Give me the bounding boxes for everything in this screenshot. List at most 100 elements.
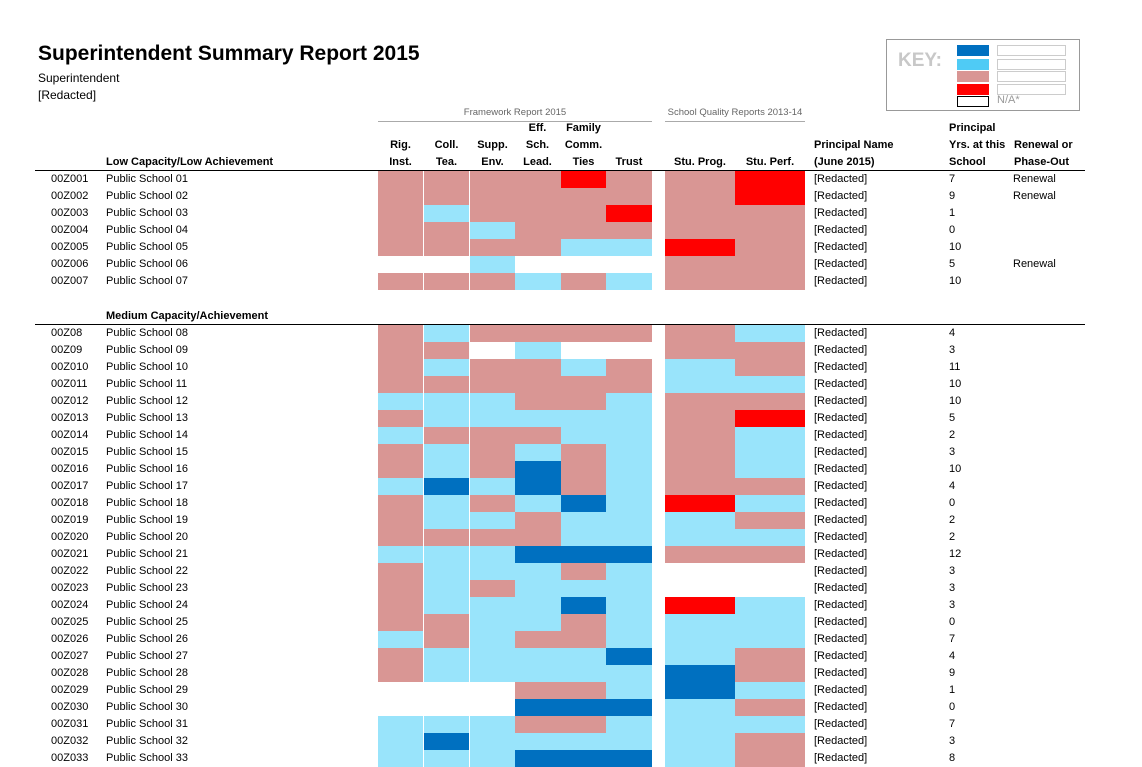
rating-cell-supp-env [470, 699, 515, 716]
rating-cell-family-comm-ties [561, 631, 606, 648]
superintendent-name: [Redacted] [38, 88, 97, 102]
rating-cell-supp-env [470, 750, 515, 767]
rating-cell-stu-perf [735, 529, 805, 546]
rating-cell-trust [606, 393, 652, 410]
rating-cell-rig-inst [378, 325, 423, 342]
school-name: Public School 16 [106, 463, 188, 475]
table-row: 00Z001 Public School 01 [Redacted] 7 Renewal [0, 171, 1142, 188]
school-name: Public School 28 [106, 667, 188, 679]
rating-cell-family-comm-ties [561, 716, 606, 733]
col-header-principal-name: Principal Name (June 2015) [814, 139, 894, 168]
rating-cell-eff-sch-lead [515, 410, 561, 427]
rating-cell-trust [606, 325, 652, 342]
rating-cell-coll-tea [424, 171, 469, 188]
rating-cell-family-comm-ties [561, 325, 606, 342]
rating-cell-stu-perf [735, 563, 805, 580]
principal-years: 4 [949, 650, 956, 662]
rating-cell-coll-tea [424, 359, 469, 376]
rating-cell-coll-tea [424, 733, 469, 750]
rating-cell-eff-sch-lead [515, 597, 561, 614]
rating-cell-stu-perf [735, 273, 805, 290]
rating-cell-stu-prog [665, 546, 735, 563]
rating-cell-stu-prog [665, 478, 735, 495]
rating-cell-eff-sch-lead [515, 733, 561, 750]
rating-cell-supp-env [470, 444, 515, 461]
principal-years: 2 [949, 429, 956, 441]
rating-cell-coll-tea [424, 495, 469, 512]
rating-cell-trust [606, 546, 652, 563]
table-row: 00Z019 Public School 19 [Redacted] 2 [0, 512, 1142, 529]
rating-cell-stu-prog [665, 529, 735, 546]
principal-years: 4 [949, 327, 956, 339]
rating-cell-rig-inst [378, 648, 423, 665]
col-header-supp-env: Supp. Env. [477, 139, 508, 168]
col-header-eff-sch-lead: Eff. Sch. Lead. [523, 122, 552, 168]
rating-cell-trust [606, 256, 652, 273]
rating-cell-family-comm-ties [561, 529, 606, 546]
school-code: 00Z08 [51, 327, 83, 339]
rating-cell-trust [606, 427, 652, 444]
school-name: Public School 11 [106, 378, 188, 390]
rating-cell-coll-tea [424, 393, 469, 410]
table-row: 00Z026 Public School 26 [Redacted] 7 [0, 631, 1142, 648]
rating-cell-supp-env [470, 410, 515, 427]
rating-cell-rig-inst [378, 222, 423, 239]
principal-name: [Redacted] [814, 497, 868, 509]
rating-cell-coll-tea [424, 239, 469, 256]
rating-cell-eff-sch-lead [515, 342, 561, 359]
rating-cell-supp-env [470, 478, 515, 495]
rating-cell-supp-env [470, 682, 515, 699]
renewal-status: Renewal [1013, 173, 1056, 185]
rating-cell-rig-inst [378, 427, 423, 444]
principal-years: 2 [949, 514, 956, 526]
rating-cell-trust [606, 682, 652, 699]
rating-cell-trust [606, 614, 652, 631]
rating-cell-eff-sch-lead [515, 699, 561, 716]
rating-cell-family-comm-ties [561, 342, 606, 359]
rating-cell-stu-perf [735, 205, 805, 222]
col-header-coll-tea: Coll. Tea. [434, 139, 459, 168]
school-code: 00Z001 [51, 173, 89, 185]
rating-cell-rig-inst [378, 376, 423, 393]
table-row: 00Z028 Public School 28 [Redacted] 9 [0, 665, 1142, 682]
school-code: 00Z09 [51, 344, 83, 356]
principal-years: 3 [949, 582, 956, 594]
rating-cell-family-comm-ties [561, 171, 606, 188]
principal-years: 8 [949, 752, 956, 764]
principal-name: [Redacted] [814, 207, 868, 219]
school-code: 00Z019 [51, 514, 89, 526]
col-header-renewal: Renewal or Phase-Out [1014, 139, 1073, 168]
rating-cell-family-comm-ties [561, 205, 606, 222]
principal-years: 10 [949, 241, 962, 253]
rating-cell-supp-env [470, 512, 515, 529]
rating-cell-stu-prog [665, 512, 735, 529]
rating-cell-trust [606, 716, 652, 733]
rating-cell-stu-perf [735, 410, 805, 427]
rating-cell-stu-perf [735, 427, 805, 444]
table-row: 00Z021 Public School 21 [Redacted] 12 [0, 546, 1142, 563]
rating-cell-stu-prog [665, 716, 735, 733]
rating-cell-coll-tea [424, 563, 469, 580]
rating-cell-trust [606, 239, 652, 256]
key-text-placeholder [997, 71, 1066, 82]
principal-years: 0 [949, 616, 956, 628]
school-code: 00Z028 [51, 667, 89, 679]
school-name: Public School 32 [106, 735, 188, 747]
rating-cell-stu-prog [665, 699, 735, 716]
table-row: 00Z007 Public School 07 [Redacted] 10 [0, 273, 1142, 290]
principal-name: [Redacted] [814, 514, 868, 526]
section-title-low: Low Capacity/Low Achievement [106, 156, 274, 168]
rating-cell-supp-env [470, 631, 515, 648]
principal-years: 0 [949, 497, 956, 509]
rating-cell-rig-inst [378, 699, 423, 716]
rating-cell-stu-perf [735, 614, 805, 631]
principal-name: [Redacted] [814, 327, 868, 339]
rating-cell-supp-env [470, 716, 515, 733]
principal-name: [Redacted] [814, 463, 868, 475]
rating-cell-family-comm-ties [561, 495, 606, 512]
table-row: 00Z08 Public School 08 [Redacted] 4 [0, 325, 1142, 342]
rating-cell-rig-inst [378, 478, 423, 495]
rating-cell-trust [606, 563, 652, 580]
principal-years: 3 [949, 344, 956, 356]
school-code: 00Z006 [51, 258, 89, 270]
